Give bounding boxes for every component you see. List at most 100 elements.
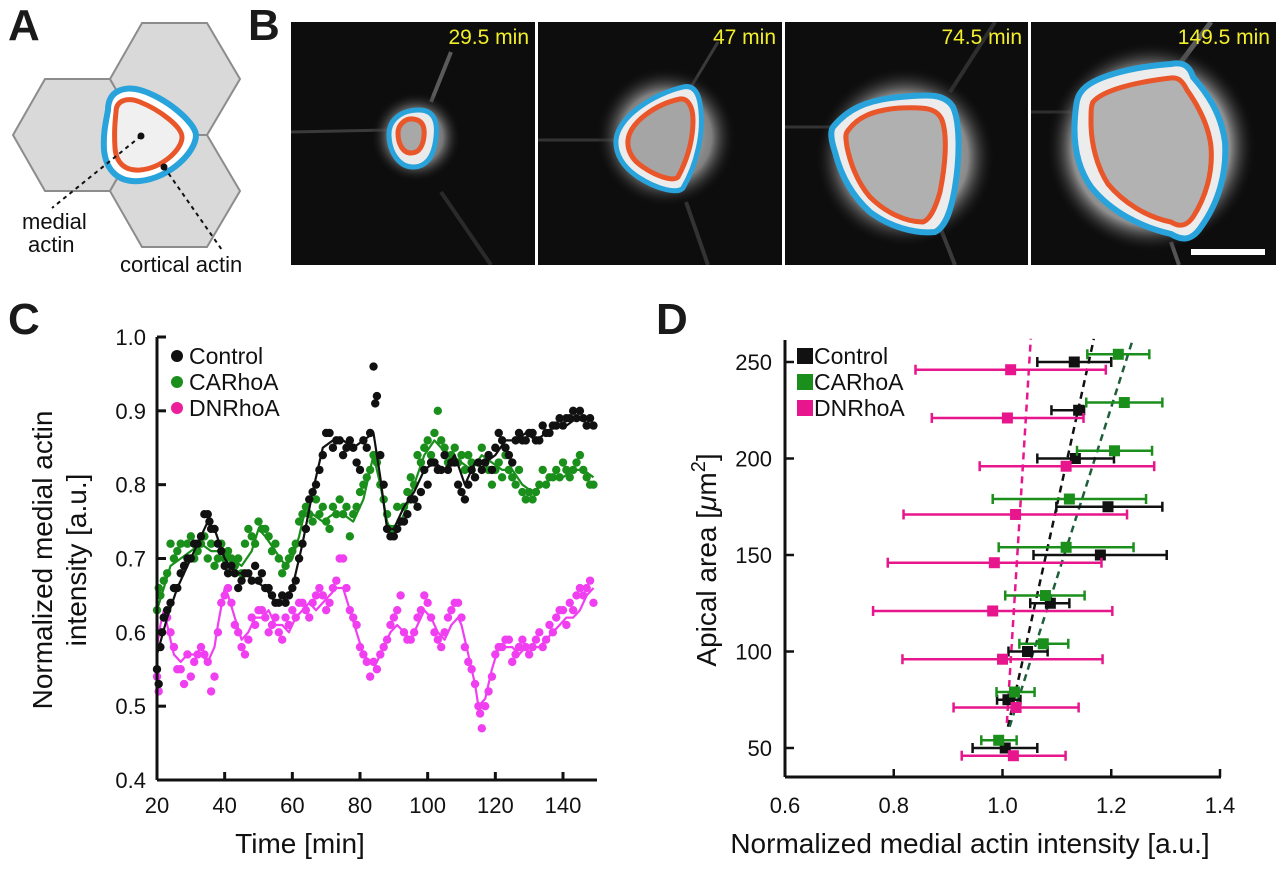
c-data-point	[464, 450, 473, 460]
d-series-carhoa	[980, 348, 1164, 746]
panel-a-schematic	[11, 22, 242, 251]
d-x-tick-label: 0.8	[878, 793, 909, 818]
c-data-point	[203, 554, 212, 563]
c-data-point	[244, 524, 253, 534]
c-data-point	[315, 583, 324, 593]
cell-image-3	[785, 22, 997, 265]
chart-d-ticks: 0.6 0.8 1.0 1.2 1.4 50 100 150 200 250	[735, 350, 1235, 818]
c-data-point	[521, 436, 530, 445]
c-data-point	[521, 495, 530, 504]
d-y-tick-label: 250	[735, 350, 772, 375]
d-data-point	[1069, 453, 1081, 464]
c-y-tick-label: 0.8	[115, 473, 146, 498]
c-data-point	[423, 436, 432, 445]
d-y-label-m: m	[691, 472, 722, 495]
c-data-point	[288, 605, 297, 615]
frame-time-label: 74.5 min	[941, 26, 1022, 49]
chart-d-axes	[783, 340, 1221, 779]
c-data-point	[338, 450, 348, 460]
d-x-tick-label: 1.2	[1096, 793, 1127, 818]
c-data-point	[518, 635, 527, 644]
c-data-point	[514, 642, 524, 652]
c-data-point	[176, 665, 185, 674]
c-data-point	[508, 473, 517, 482]
c-data-point	[355, 487, 365, 497]
c-data-point	[585, 576, 595, 585]
c-data-point	[362, 443, 371, 452]
panel-letter-a: A	[8, 1, 40, 50]
d-data-point	[1068, 356, 1080, 368]
c-data-point	[257, 605, 267, 615]
c-data-point	[531, 635, 541, 644]
c-data-point	[325, 428, 334, 438]
c-data-point	[457, 487, 466, 497]
c-legend-label: CARhoA	[189, 369, 279, 395]
c-data-point	[582, 583, 591, 593]
c-data-point	[582, 421, 591, 430]
junction-line	[684, 201, 710, 265]
d-data-point	[1102, 501, 1114, 513]
c-data-point	[338, 554, 348, 563]
c-x-tick-label: 20	[145, 793, 169, 818]
c-data-point	[237, 576, 246, 585]
c-data-point	[210, 672, 219, 681]
c-data-point	[223, 569, 233, 578]
medial-actin-ring	[112, 97, 185, 173]
c-data-point	[514, 465, 524, 475]
c-x-tick-label: 100	[409, 793, 446, 818]
c-data-point	[396, 591, 405, 600]
c-data-point	[413, 502, 422, 512]
c-smoothed-line	[155, 586, 595, 708]
c-data-point	[416, 487, 426, 497]
medial-outline	[843, 105, 948, 225]
c-data-point	[497, 473, 507, 482]
junction-line	[439, 190, 493, 265]
c-data-point	[423, 598, 432, 607]
d-fit-line-carhoa	[1008, 338, 1135, 728]
c-data-point	[196, 642, 206, 652]
d-legend-marker	[797, 400, 813, 416]
c-data-point	[487, 480, 497, 489]
c-data-point	[562, 620, 571, 630]
d-data-point	[1022, 646, 1034, 657]
c-data-point	[206, 539, 216, 548]
d-data-point	[997, 653, 1008, 665]
cortical-leader-line	[163, 166, 223, 251]
microscopy-frame-3: 74.5 min	[785, 22, 1028, 265]
c-x-tick-label: 40	[212, 793, 236, 818]
c-data-point	[487, 465, 497, 475]
c-data-point	[203, 510, 212, 519]
c-y-tick-label: 0.7	[115, 547, 146, 572]
c-y-tick-label: 0.4	[115, 768, 146, 793]
c-data-point	[504, 450, 514, 460]
c-data-point	[406, 473, 415, 482]
d-legend-label: DNRhoA	[814, 395, 905, 421]
d-data-point	[993, 734, 1005, 746]
c-data-point	[369, 362, 378, 371]
c-data-point	[325, 524, 334, 534]
d-data-point	[1109, 445, 1121, 457]
c-smoothed-line	[155, 417, 598, 655]
d-data-point	[1039, 590, 1051, 602]
c-data-point	[437, 642, 446, 652]
d-data-point	[1073, 404, 1085, 416]
label-medial-line1: medial	[22, 209, 87, 234]
c-data-point	[443, 613, 453, 622]
c-x-tick-label: 120	[477, 793, 514, 818]
c-data-point	[257, 569, 267, 578]
d-fit-line-control	[1006, 338, 1096, 728]
chart-d-marks	[871, 338, 1168, 762]
c-data-point	[565, 598, 574, 607]
microscopy-frame-4: 149.5 min	[1031, 22, 1276, 265]
c-data-point	[352, 458, 361, 467]
c-data-point	[437, 436, 446, 445]
d-data-point	[1005, 364, 1017, 376]
c-data-point	[491, 443, 500, 452]
c-data-point	[477, 465, 486, 475]
c-data-point	[254, 517, 263, 526]
c-data-point	[450, 443, 459, 452]
c-data-point	[240, 650, 250, 659]
d-x-tick-label: 1.4	[1205, 793, 1236, 818]
